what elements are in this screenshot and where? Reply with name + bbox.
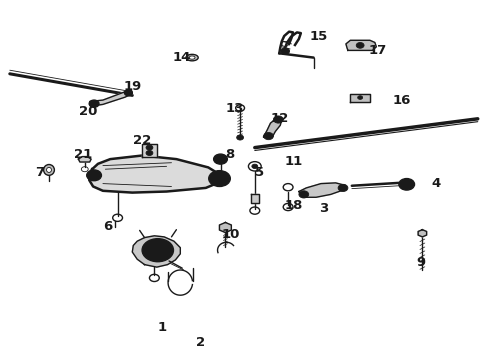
- Text: 18: 18: [285, 199, 303, 212]
- Text: 11: 11: [285, 156, 303, 168]
- Circle shape: [153, 247, 163, 254]
- Text: 8: 8: [226, 148, 235, 161]
- Circle shape: [399, 179, 415, 190]
- Circle shape: [356, 42, 364, 48]
- Circle shape: [89, 100, 99, 107]
- Text: 21: 21: [74, 148, 93, 161]
- Text: 7: 7: [35, 166, 44, 179]
- Circle shape: [148, 243, 168, 257]
- Polygon shape: [90, 90, 132, 106]
- Circle shape: [273, 116, 283, 123]
- Ellipse shape: [186, 54, 198, 61]
- Polygon shape: [132, 236, 180, 267]
- Text: 2: 2: [196, 336, 205, 348]
- Text: 16: 16: [392, 94, 411, 107]
- Text: 4: 4: [432, 177, 441, 190]
- Text: 14: 14: [172, 51, 191, 64]
- Circle shape: [87, 170, 101, 181]
- Text: 1: 1: [157, 321, 166, 334]
- Circle shape: [403, 181, 411, 187]
- Polygon shape: [350, 94, 370, 102]
- Polygon shape: [142, 144, 157, 157]
- Circle shape: [281, 48, 290, 54]
- Circle shape: [214, 154, 227, 164]
- Ellipse shape: [189, 56, 195, 59]
- Ellipse shape: [47, 167, 51, 172]
- Text: 10: 10: [221, 228, 240, 240]
- Polygon shape: [89, 156, 223, 193]
- Text: 15: 15: [309, 30, 328, 42]
- Ellipse shape: [44, 165, 54, 175]
- Circle shape: [264, 132, 273, 140]
- Polygon shape: [418, 230, 427, 237]
- Circle shape: [214, 174, 225, 183]
- Text: 12: 12: [270, 112, 289, 125]
- Polygon shape: [299, 183, 345, 197]
- Polygon shape: [220, 222, 231, 233]
- Text: 13: 13: [226, 102, 245, 114]
- Circle shape: [124, 90, 132, 96]
- Text: 3: 3: [319, 202, 328, 215]
- Text: 19: 19: [123, 80, 142, 93]
- Circle shape: [146, 150, 153, 156]
- Circle shape: [91, 173, 98, 178]
- Circle shape: [338, 184, 348, 192]
- Circle shape: [252, 164, 258, 168]
- Circle shape: [142, 239, 173, 262]
- Text: 17: 17: [368, 44, 387, 57]
- Text: 9: 9: [417, 256, 426, 269]
- Circle shape: [146, 145, 153, 150]
- Polygon shape: [346, 40, 376, 50]
- Text: 20: 20: [79, 105, 98, 118]
- Circle shape: [299, 191, 309, 198]
- Polygon shape: [264, 118, 282, 138]
- Circle shape: [237, 135, 244, 140]
- Polygon shape: [78, 157, 91, 162]
- Text: 6: 6: [103, 220, 112, 233]
- Circle shape: [209, 171, 230, 186]
- Polygon shape: [251, 194, 259, 203]
- Circle shape: [358, 96, 363, 99]
- Text: 5: 5: [255, 166, 264, 179]
- Text: 22: 22: [133, 134, 151, 147]
